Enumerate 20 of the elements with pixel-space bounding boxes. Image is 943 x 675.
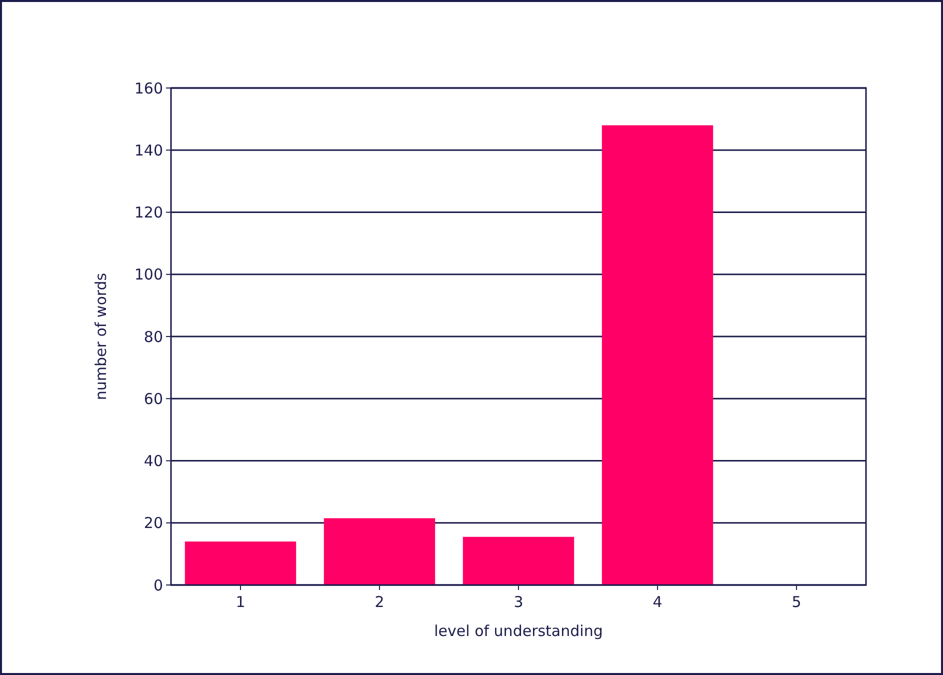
bar bbox=[602, 125, 714, 585]
y-tick-label: 20 bbox=[144, 514, 163, 532]
bar bbox=[462, 536, 574, 585]
x-axis-title: level of understanding bbox=[434, 622, 603, 640]
y-tick-label: 120 bbox=[134, 204, 163, 222]
x-tick-label: 1 bbox=[236, 593, 246, 611]
x-tick-label: 2 bbox=[374, 593, 384, 611]
bar bbox=[184, 542, 296, 585]
bar bbox=[324, 518, 436, 585]
y-tick-label: 0 bbox=[153, 576, 163, 594]
y-tick-label: 100 bbox=[134, 266, 163, 284]
x-tick-label: 5 bbox=[792, 593, 802, 611]
y-tick-label: 60 bbox=[144, 390, 163, 408]
y-tick-label: 80 bbox=[144, 328, 163, 346]
y-tick-label: 160 bbox=[134, 79, 163, 98]
x-tick-label: 4 bbox=[652, 593, 662, 611]
x-tick-label: 3 bbox=[514, 593, 524, 611]
y-axis-title: number of words bbox=[92, 272, 110, 400]
y-tick-label: 140 bbox=[134, 141, 163, 160]
y-tick-label: 40 bbox=[144, 452, 163, 470]
